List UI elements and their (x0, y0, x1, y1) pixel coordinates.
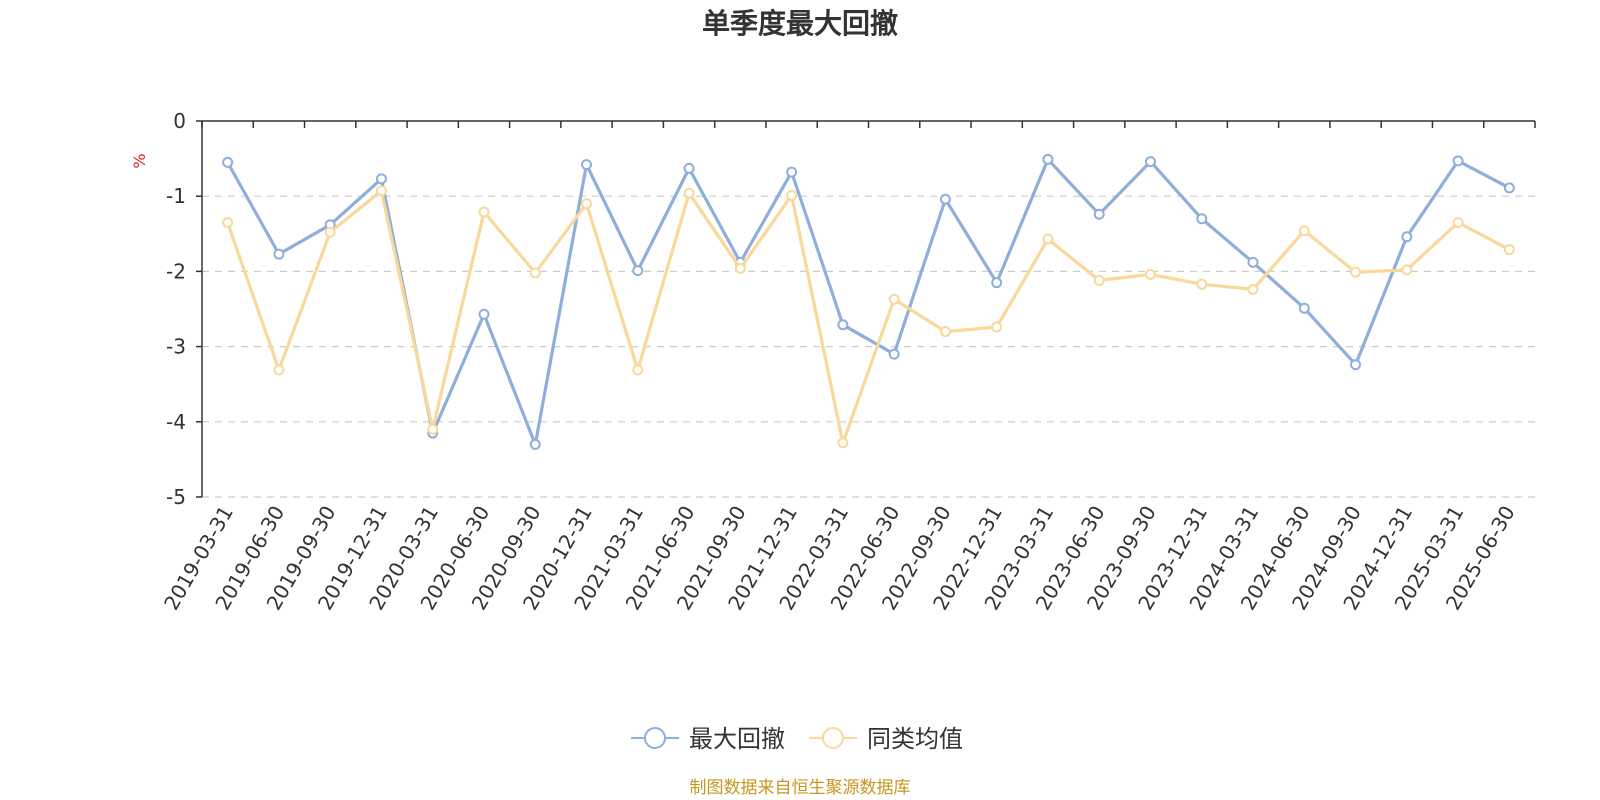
data-point[interactable] (1247, 256, 1259, 268)
data-point[interactable] (837, 437, 849, 449)
y-tick-label: -2 (166, 259, 186, 283)
y-tick-label: -1 (166, 184, 186, 208)
data-point[interactable] (529, 267, 541, 279)
data-point[interactable] (273, 364, 285, 376)
data-point[interactable] (478, 206, 490, 218)
data-point[interactable] (786, 166, 798, 178)
data-point[interactable] (991, 277, 1003, 289)
data-point[interactable] (1093, 274, 1105, 286)
data-point[interactable] (1093, 208, 1105, 220)
data-point[interactable] (222, 217, 234, 229)
legend-marker-icon (644, 727, 666, 749)
series-1 (222, 153, 1515, 450)
data-point[interactable] (1452, 217, 1464, 229)
data-point[interactable] (1196, 213, 1208, 225)
data-point[interactable] (1196, 278, 1208, 290)
data-point[interactable] (427, 423, 439, 435)
grid-lines (202, 195, 1535, 498)
data-point[interactable] (529, 438, 541, 450)
data-point[interactable] (888, 348, 900, 360)
legend-item[interactable]: 最大回撤 (631, 725, 785, 753)
y-tick-label: -4 (166, 410, 186, 434)
data-point[interactable] (1144, 156, 1156, 168)
data-point[interactable] (1503, 244, 1515, 256)
y-tick-label: -5 (166, 485, 186, 509)
data-point[interactable] (632, 364, 644, 376)
data-point[interactable] (1298, 225, 1310, 237)
data-point[interactable] (734, 262, 746, 274)
series-line (226, 189, 1511, 445)
data-point[interactable] (1144, 268, 1156, 280)
data-point[interactable] (1042, 233, 1054, 245)
data-point[interactable] (888, 293, 900, 305)
data-point[interactable] (837, 319, 849, 331)
y-tick-label: -3 (166, 335, 186, 359)
data-point[interactable] (222, 156, 234, 168)
data-point[interactable] (581, 159, 593, 171)
data-point[interactable] (1503, 182, 1515, 194)
data-point[interactable] (1401, 231, 1413, 243)
legend-item[interactable]: 同类均值 (809, 725, 963, 753)
legend-label: 最大回撤 (689, 725, 785, 753)
data-point[interactable] (273, 248, 285, 260)
data-point[interactable] (375, 173, 387, 185)
legend-marker-icon (822, 727, 844, 749)
data-point[interactable] (939, 193, 951, 205)
data-point[interactable] (939, 326, 951, 338)
data-point[interactable] (683, 187, 695, 199)
data-point[interactable] (1401, 264, 1413, 276)
data-point[interactable] (1350, 359, 1362, 371)
data-point[interactable] (991, 321, 1003, 333)
series-line (226, 157, 1511, 446)
series-lines (222, 153, 1515, 450)
data-point[interactable] (1350, 266, 1362, 278)
x-tick-labels: 2019-03-312019-06-302019-09-302019-12-31… (159, 502, 1520, 615)
legend[interactable]: 最大回撤 同类均值 (631, 725, 963, 753)
data-point[interactable] (478, 308, 490, 320)
y-axis-unit: % (130, 153, 149, 168)
y-tick-labels: 0 -1 -2 -3 -4 -5 (166, 109, 186, 509)
data-point[interactable] (786, 189, 798, 201)
data-point[interactable] (1298, 302, 1310, 314)
data-point[interactable] (375, 185, 387, 197)
data-point[interactable] (1247, 283, 1259, 295)
data-point[interactable] (324, 226, 336, 238)
data-point[interactable] (683, 162, 695, 174)
data-point[interactable] (632, 265, 644, 277)
source-note: 制图数据来自恒生聚源数据库 (690, 778, 911, 798)
data-point[interactable] (1042, 153, 1054, 165)
chart-title: 单季度最大回撤 (702, 7, 898, 40)
data-point[interactable] (581, 198, 593, 210)
series-2 (222, 185, 1515, 449)
y-tick-label: 0 (173, 109, 186, 133)
legend-label: 同类均值 (867, 725, 963, 753)
data-point[interactable] (1452, 155, 1464, 167)
axes (196, 120, 1536, 498)
